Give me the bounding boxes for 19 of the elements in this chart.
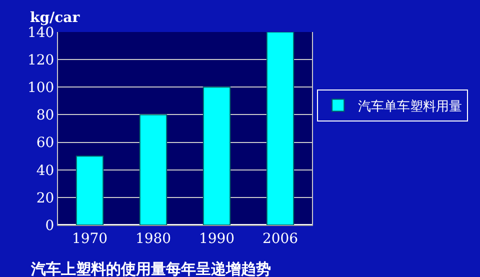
y-tick-label: 80 bbox=[36, 108, 54, 124]
text: 汽车上塑料的使用量每年呈递增趋势 bbox=[30, 260, 271, 277]
x-tick-label: 2006 bbox=[262, 230, 298, 247]
y-axis-title: kg/car bbox=[30, 10, 80, 26]
y-tick-label: 100 bbox=[27, 80, 54, 96]
bar bbox=[202, 86, 231, 225]
y-tick-label: 0 bbox=[45, 218, 54, 234]
y-tick-label: 40 bbox=[36, 162, 54, 179]
bar bbox=[139, 114, 168, 225]
legend-label: 汽车单车塑料用量 bbox=[358, 98, 462, 114]
x-tick-label: 1990 bbox=[198, 230, 235, 247]
bar bbox=[76, 156, 104, 225]
y-tick-label: 120 bbox=[27, 52, 54, 68]
x-tick-label: 1980 bbox=[135, 230, 172, 247]
y-tick-label: 20 bbox=[36, 190, 54, 206]
bar bbox=[266, 32, 294, 225]
y-tick-label: 140 bbox=[27, 24, 54, 41]
y-tick-label: 60 bbox=[36, 135, 54, 152]
x-tick-label: 1970 bbox=[72, 230, 108, 247]
